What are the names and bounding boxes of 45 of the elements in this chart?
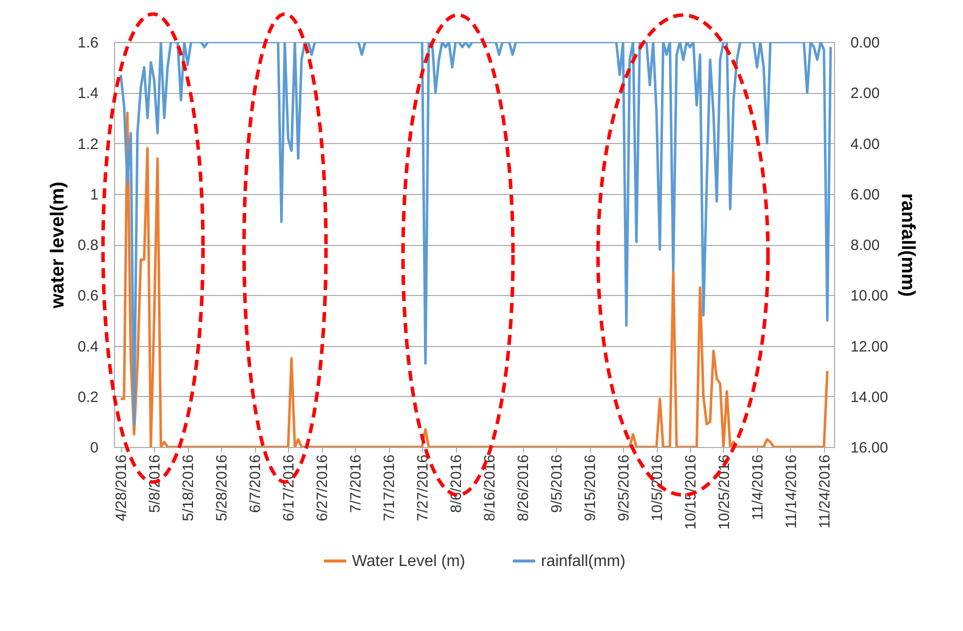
x-tick-label: 7/17/2016 — [381, 454, 398, 522]
y2-tick-label: 2.00 — [850, 85, 880, 102]
y2-tick-label: 6.00 — [850, 186, 880, 204]
y2-tick-label: 14.00 — [850, 388, 888, 406]
x-tick-label: 8/6/2016 — [448, 454, 466, 513]
y-tick-label: 0.2 — [78, 388, 98, 406]
line-series — [119, 112, 829, 447]
y2-tick-label: 10.00 — [850, 288, 888, 305]
y2-tick-label: 0.00 — [850, 34, 880, 52]
x-tick-label: 6/27/2016 — [314, 454, 332, 522]
line-series — [119, 42, 832, 426]
x-tick-label: 10/15/2016 — [682, 454, 700, 530]
x-tick-label: 11/4/2016 — [749, 454, 766, 520]
y2-tick-label: 16.00 — [850, 440, 888, 456]
y-tick-label: 1 — [90, 186, 98, 204]
x-tick-label: 9/5/2016 — [548, 454, 566, 513]
x-tick-label: 11/14/2016 — [782, 454, 800, 528]
y-tick-label: 0.6 — [78, 288, 98, 305]
y-tick-label: 0.4 — [78, 338, 98, 356]
legend-label: Water Level (m) — [352, 553, 466, 570]
x-tick-label: 9/25/2016 — [616, 454, 633, 522]
x-tick-label: 5/8/2016 — [146, 454, 164, 513]
x-tick-label: 11/24/2016 — [816, 454, 834, 528]
x-tick-label: 9/15/2016 — [582, 454, 600, 522]
x-tick-label: 10/25/2016 — [716, 454, 733, 530]
x-tick-label: 4/28/2016 — [113, 454, 130, 522]
y-axis-title: water level(m) — [48, 182, 69, 310]
y-tick-label: 1.4 — [78, 85, 98, 102]
x-tick-label: 8/26/2016 — [515, 454, 532, 522]
y-tick-label: 1.2 — [78, 136, 98, 153]
x-tick-label: 7/27/2016 — [414, 454, 432, 522]
y2-tick-label: 8.00 — [850, 237, 880, 254]
y-tick-label: 0 — [90, 440, 98, 456]
x-tick-label: 5/18/2016 — [180, 454, 198, 522]
legend-label: rainfall(mm) — [541, 553, 626, 570]
y2-tick-label: 4.00 — [850, 136, 880, 153]
y2-axis-title: ranfall(mm) — [897, 193, 918, 297]
y2-tick-label: 12.00 — [850, 338, 888, 356]
x-tick-label: 7/7/2016 — [348, 454, 365, 513]
x-tick-label: 10/5/2016 — [649, 454, 666, 522]
x-tick-label: 5/28/2016 — [214, 454, 231, 522]
x-tick-label: 8/16/2016 — [482, 454, 499, 522]
y-tick-label: 0.8 — [78, 237, 98, 254]
y-tick-label: 1.6 — [78, 34, 98, 52]
x-tick-label: 6/7/2016 — [247, 454, 264, 513]
